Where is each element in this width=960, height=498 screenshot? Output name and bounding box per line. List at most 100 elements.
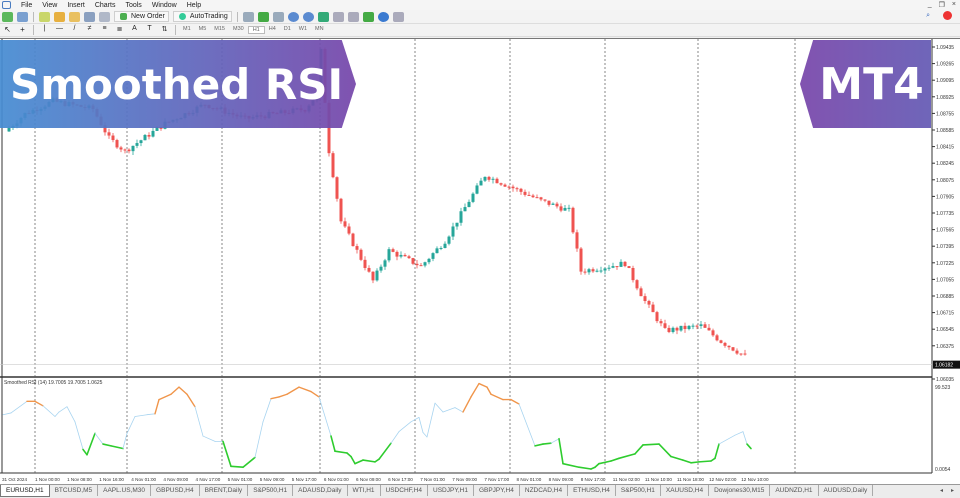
chart-tab[interactable]: NZDCAD,H4 xyxy=(520,485,569,496)
menu-charts[interactable]: Charts xyxy=(94,1,116,9)
chart-shift-icon[interactable] xyxy=(332,11,344,22)
timeframe-m15[interactable]: M15 xyxy=(214,26,225,32)
timeframe-d1[interactable]: D1 xyxy=(283,26,291,32)
candle-body xyxy=(651,304,655,313)
timeframe-m5[interactable]: M5 xyxy=(198,26,207,32)
zoom-out-icon[interactable] xyxy=(302,11,314,22)
search-icon[interactable]: ⌕ xyxy=(926,12,930,19)
market-watch-icon[interactable] xyxy=(39,11,50,22)
chart-tab[interactable]: GBPUSD,H4 xyxy=(151,485,200,496)
candle-body xyxy=(419,265,423,267)
chart-tab[interactable]: S&P500,H1 xyxy=(248,485,294,496)
chart-tab[interactable]: WTI,H1 xyxy=(348,485,381,496)
autotrading-button[interactable]: AutoTrading xyxy=(172,11,232,22)
restore-icon[interactable]: ❐ xyxy=(938,2,945,9)
chart-tab[interactable]: USDJPY,H1 xyxy=(428,485,474,496)
new-chart-icon[interactable] xyxy=(2,11,13,22)
chart-tab[interactable]: BRENT,Daily xyxy=(200,485,249,496)
menu-tools[interactable]: Tools xyxy=(125,1,142,9)
notification-icon[interactable] xyxy=(943,11,952,20)
menu-window[interactable]: Window xyxy=(151,1,177,9)
menu-insert[interactable]: Insert xyxy=(67,1,85,9)
candle-body xyxy=(475,185,479,194)
chart-tab[interactable]: XAUUSD,H4 xyxy=(661,485,710,496)
crosshair-icon[interactable]: + xyxy=(20,25,25,34)
menu-file[interactable]: File xyxy=(21,1,33,9)
chart-tab[interactable]: GBPJPY,H4 xyxy=(474,485,520,496)
chart-tab[interactable]: AAPL.US,M30 xyxy=(98,485,152,496)
horizontal-line-icon[interactable]: — xyxy=(56,25,63,32)
chart-tab[interactable]: USDCHF,H4 xyxy=(381,485,429,496)
line-chart-icon[interactable] xyxy=(272,11,284,22)
data-window-icon[interactable] xyxy=(54,11,65,22)
minimize-icon[interactable]: _ xyxy=(927,1,932,8)
text-label-icon[interactable]: T xyxy=(147,25,152,32)
candle-body xyxy=(647,300,651,305)
candle-body xyxy=(147,135,151,137)
time-label: 11 Nov 10:00 xyxy=(645,477,672,482)
timeframe-w1[interactable]: W1 xyxy=(298,26,308,32)
chart-tab[interactable]: AUDNZD,H1 xyxy=(770,485,819,496)
fibonacci-icon[interactable]: ≡ xyxy=(102,25,107,32)
periods-icon[interactable] xyxy=(377,11,389,22)
menu-view[interactable]: View xyxy=(42,1,58,9)
timeframe-h1[interactable]: H1 xyxy=(247,26,265,34)
menu-help[interactable]: Help xyxy=(186,1,202,9)
candle-body xyxy=(347,226,351,234)
price-label: 1.09435 xyxy=(936,45,954,51)
chart-tab[interactable]: S&P500,H1 xyxy=(616,485,661,496)
rsi-segment xyxy=(478,382,488,388)
candle-body xyxy=(331,153,335,178)
tab-scroll-right-icon[interactable]: ▸ xyxy=(950,488,954,494)
candle-body xyxy=(591,269,595,272)
candle-body xyxy=(547,200,551,205)
time-label: 1 Nov 16:00 xyxy=(99,477,124,482)
timeframe-mn[interactable]: MN xyxy=(315,26,324,32)
text-icon[interactable]: A xyxy=(132,25,137,32)
candlestick-icon[interactable] xyxy=(257,11,269,22)
candle-body xyxy=(351,233,355,247)
candle-body xyxy=(655,312,659,322)
timeframe-m30[interactable]: M30 xyxy=(232,26,244,32)
bar-chart-icon[interactable] xyxy=(242,11,254,22)
candle-body xyxy=(119,147,123,150)
timeframe-h4[interactable]: H4 xyxy=(268,26,276,32)
time-label: 5 Nov 09:00 xyxy=(260,477,285,482)
tab-scroll-left-icon[interactable]: ◂ xyxy=(939,488,943,494)
close-icon[interactable]: × xyxy=(951,1,956,8)
rsi-segment xyxy=(202,435,216,442)
price-label: 1.08755 xyxy=(936,111,954,117)
chart-tab[interactable]: EURUSD,H1 xyxy=(0,485,50,497)
rsi-segment xyxy=(318,396,332,437)
candle-body xyxy=(723,342,727,346)
vertical-line-icon[interactable]: | xyxy=(43,25,46,32)
fibo-fan-icon[interactable]: ≣ xyxy=(116,26,123,33)
cursor-icon[interactable]: ↖ xyxy=(4,25,11,34)
navigator-icon[interactable] xyxy=(69,11,80,22)
candle-body xyxy=(531,195,535,198)
arrows-icon[interactable]: ⇅ xyxy=(161,26,168,33)
chart-tab[interactable]: Dowjones30,M15 xyxy=(709,485,771,496)
chart-tab[interactable]: ADAUSD,Daily xyxy=(293,485,348,496)
templates-icon[interactable] xyxy=(392,11,404,22)
tile-windows-icon[interactable] xyxy=(317,11,329,22)
terminal-icon[interactable] xyxy=(84,11,95,22)
candle-body xyxy=(707,327,711,331)
rsi-min-label: 0.0054 xyxy=(935,467,951,473)
chart-tab[interactable]: AUDUSD,Daily xyxy=(819,485,874,496)
autoscroll-icon[interactable] xyxy=(347,11,359,22)
chart-tab[interactable]: ETHUSD,H4 xyxy=(568,485,616,496)
profiles-icon[interactable] xyxy=(17,11,28,22)
chart-tab[interactable]: BTCUSD,M5 xyxy=(50,485,99,496)
indicators-icon[interactable] xyxy=(362,11,374,22)
rsi-segment xyxy=(334,450,348,454)
strategy-tester-icon[interactable] xyxy=(99,11,110,22)
new-order-button[interactable]: New Order xyxy=(114,11,169,22)
zoom-in-icon[interactable] xyxy=(287,11,299,22)
timeframe-m1[interactable]: M1 xyxy=(183,26,191,32)
rsi-segment xyxy=(34,400,44,407)
toolbar-separator xyxy=(236,11,238,22)
trendline-icon[interactable]: / xyxy=(73,25,76,32)
equidistant-channel-icon[interactable]: ≠ xyxy=(87,25,92,32)
candle-body xyxy=(719,340,723,343)
